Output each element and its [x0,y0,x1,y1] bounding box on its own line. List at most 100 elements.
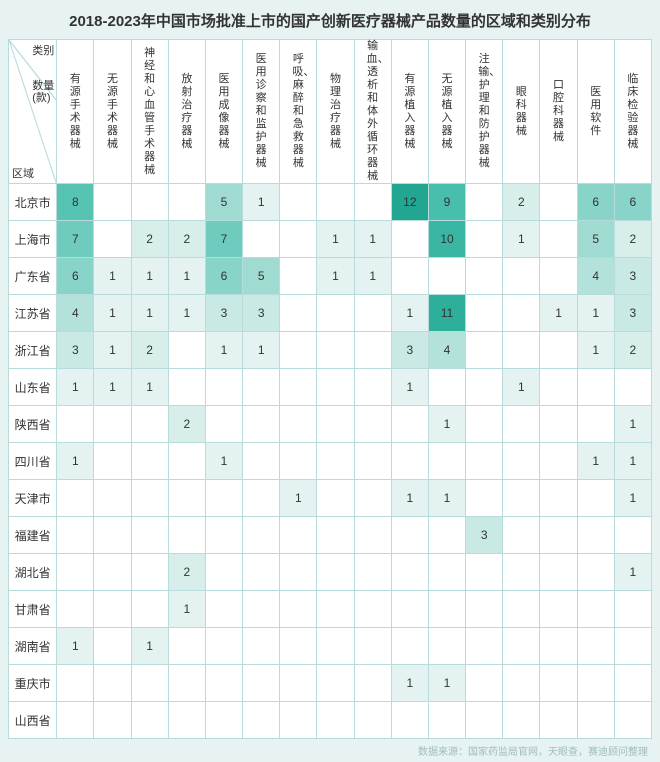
heatmap-cell [466,184,503,221]
heatmap-cell: 1 [354,221,391,258]
heatmap-cell [243,554,280,591]
heatmap-cell: 9 [428,184,465,221]
heatmap-cell: 1 [205,332,242,369]
heatmap-cell [503,628,540,665]
heatmap-cell [94,702,131,739]
heatmap-cell [317,184,354,221]
heatmap-cell [540,369,577,406]
heatmap-cell [94,517,131,554]
heatmap-cell [131,665,168,702]
heatmap-cell [243,443,280,480]
source-note: 数据来源：国家药监局官网，天眼查，赛迪顾问整理 [8,743,652,758]
col-header: 无源植入器械 [428,40,465,184]
corner-bottom-label: 区域 [12,165,34,181]
heatmap-cell [131,480,168,517]
heatmap-cell: 1 [614,443,651,480]
heatmap-cell [503,554,540,591]
heatmap-cell: 1 [577,332,614,369]
heatmap-cell [317,517,354,554]
heatmap-cell [391,443,428,480]
heatmap-cell [280,628,317,665]
heatmap-cell [428,443,465,480]
heatmap-cell [354,332,391,369]
heatmap-cell [317,332,354,369]
heatmap-cell [540,332,577,369]
heatmap-cell: 1 [614,480,651,517]
heatmap-cell [131,517,168,554]
heatmap-cell [168,443,205,480]
heatmap-cell [280,702,317,739]
heatmap-cell [317,628,354,665]
heatmap-cell [577,628,614,665]
heatmap-cell: 4 [577,258,614,295]
heatmap-cell [354,591,391,628]
heatmap-cell [168,628,205,665]
heatmap-cell [354,554,391,591]
heatmap-cell [243,480,280,517]
col-header: 医用诊察和监护器械 [243,40,280,184]
row-header: 福建省 [9,517,57,554]
heatmap-cell: 1 [243,184,280,221]
heatmap-cell [317,554,354,591]
heatmap-cell: 2 [168,554,205,591]
heatmap-cell [280,591,317,628]
row-header: 江苏省 [9,295,57,332]
heatmap-cell [577,369,614,406]
heatmap-cell [317,702,354,739]
heatmap-cell [540,480,577,517]
heatmap-cell [317,369,354,406]
heatmap-cell: 2 [168,221,205,258]
heatmap-cell: 2 [131,332,168,369]
heatmap-cell: 7 [57,221,94,258]
heatmap-cell [243,702,280,739]
heatmap-cell [131,184,168,221]
heatmap-cell [503,258,540,295]
heatmap-cell [57,702,94,739]
heatmap-cell: 2 [614,221,651,258]
heatmap-cell [131,591,168,628]
heatmap-cell: 1 [317,221,354,258]
row-header: 广东省 [9,258,57,295]
heatmap-cell: 1 [94,258,131,295]
heatmap-cell [280,184,317,221]
heatmap-cell [94,221,131,258]
col-header: 医用软件 [577,40,614,184]
col-header: 有源手术器械 [57,40,94,184]
heatmap-cell [168,332,205,369]
heatmap-cell [466,258,503,295]
heatmap-cell [205,591,242,628]
heatmap-cell [503,591,540,628]
heatmap-cell [280,258,317,295]
heatmap-cell [466,628,503,665]
heatmap-cell: 3 [57,332,94,369]
heatmap-cell: 1 [317,258,354,295]
heatmap-cell [317,443,354,480]
heatmap-cell: 1 [57,628,94,665]
heatmap-cell [614,591,651,628]
row-header: 湖北省 [9,554,57,591]
heatmap-cell [540,554,577,591]
heatmap-cell: 1 [503,369,540,406]
heatmap-cell: 3 [466,517,503,554]
heatmap-cell [94,554,131,591]
heatmap-cell [428,517,465,554]
heatmap-cell [391,221,428,258]
heatmap-cell: 1 [131,295,168,332]
heatmap-cell: 6 [577,184,614,221]
heatmap-cell [466,369,503,406]
heatmap-cell [57,517,94,554]
heatmap-cell [131,702,168,739]
heatmap-cell [168,702,205,739]
heatmap-cell: 2 [503,184,540,221]
heatmap-cell [577,554,614,591]
heatmap-cell [503,406,540,443]
heatmap-cell [131,406,168,443]
heatmap-cell [131,443,168,480]
heatmap-cell [94,184,131,221]
heatmap-cell [243,517,280,554]
heatmap-cell: 4 [57,295,94,332]
heatmap-cell [354,184,391,221]
heatmap-cell: 3 [614,295,651,332]
col-header: 输血、透析和体外循环器械 [354,40,391,184]
heatmap-cell [317,665,354,702]
